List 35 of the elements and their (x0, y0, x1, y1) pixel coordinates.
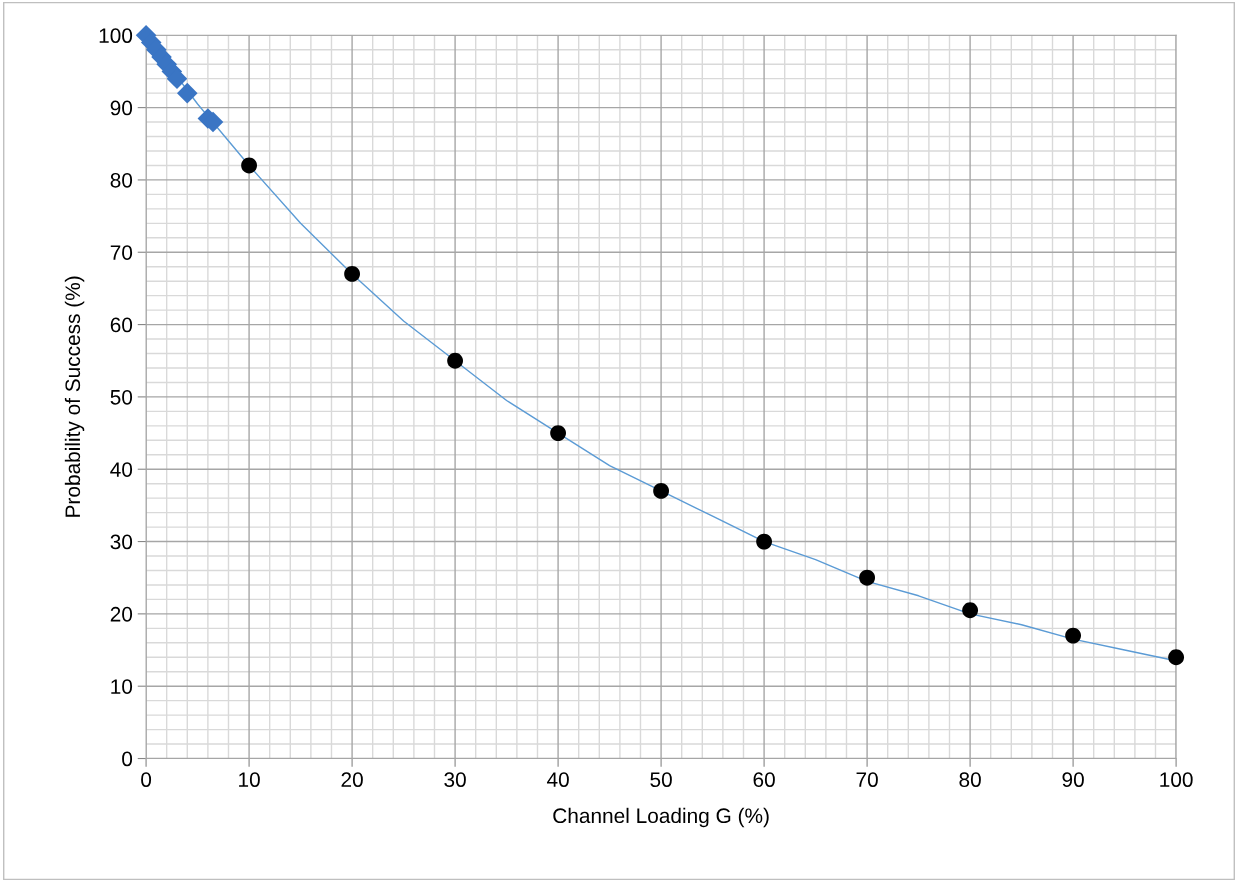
point (176, 82, 198, 104)
x-axis-title: Channel Loading G (%) (553, 807, 769, 828)
x-tick-label: 80 (959, 772, 981, 788)
y-tick-label: 60 (110, 317, 133, 333)
point (344, 266, 361, 282)
y-axis-title: Probability of Success (%) (64, 276, 85, 517)
x-tick-label: 60 (753, 772, 775, 788)
x-tick-label: 0 (141, 772, 152, 788)
y-tick-label: 50 (110, 389, 133, 405)
x-tick-label: 70 (856, 772, 878, 788)
y-tick-label: 80 (110, 172, 133, 188)
y-tick-label: 10 (111, 679, 133, 694)
y-tick-label: 100 (99, 28, 133, 44)
point (241, 157, 257, 174)
x-tick-label: 90 (1062, 772, 1084, 788)
point (653, 483, 670, 499)
point (962, 602, 979, 619)
x-tick-label: 50 (650, 772, 672, 788)
point (756, 533, 773, 550)
y-tick-label: 30 (110, 534, 133, 550)
y-tick-label: 20 (110, 606, 133, 622)
x-tick-label: 10 (239, 772, 260, 788)
point (1065, 627, 1082, 644)
x-tick-label: 40 (546, 772, 569, 788)
y-tick-label: 40 (110, 462, 133, 477)
y-tick-label: 70 (110, 245, 133, 261)
point (1168, 649, 1185, 666)
y-tick-label: 90 (110, 100, 133, 116)
x-tick-label: 30 (444, 772, 466, 788)
y-tick-label: 0 (122, 751, 133, 767)
x-tick-label: 20 (341, 772, 363, 788)
point (859, 569, 876, 586)
point (550, 425, 567, 441)
x-tick-label: 100 (1160, 772, 1193, 788)
point (447, 352, 464, 369)
